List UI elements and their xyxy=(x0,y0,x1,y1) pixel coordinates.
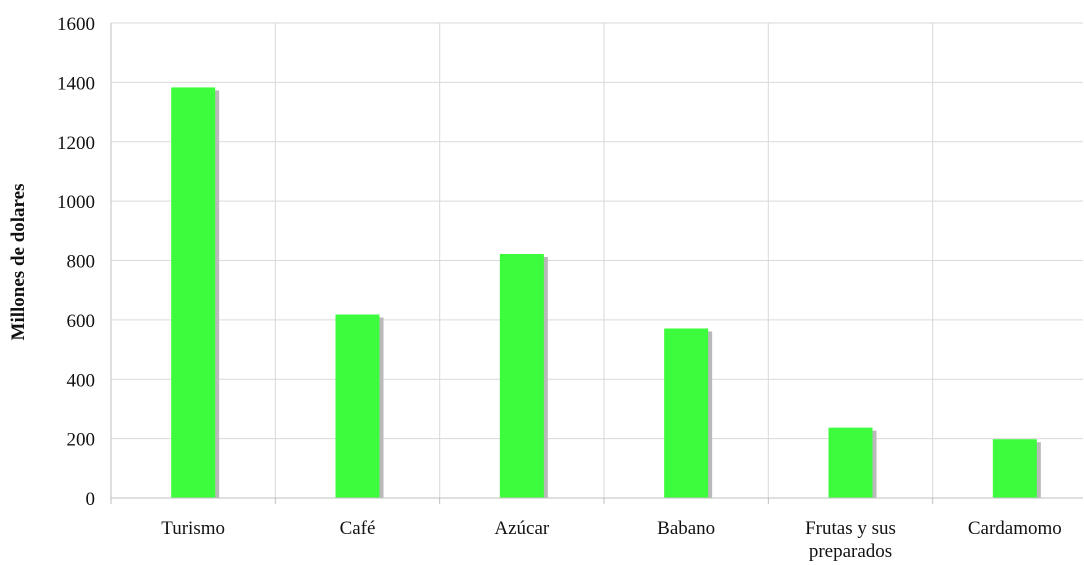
y-tick-label: 1000 xyxy=(57,192,95,213)
y-tick-label: 1600 xyxy=(57,14,95,35)
x-tick-label: Café xyxy=(340,518,376,539)
y-tick-label: 800 xyxy=(67,252,96,273)
y-tick-label: 1200 xyxy=(57,133,95,154)
x-tick-label: Azúcar xyxy=(494,518,550,539)
x-tick-label: Babano xyxy=(657,518,715,539)
y-axis-ticks: 0 200 400 600 800 1000 1200 1400 1600 xyxy=(57,14,95,510)
x-tick-label: Frutas y sus xyxy=(805,518,896,539)
x-axis-labels: Turismo Café Azúcar Babano Frutas y susprepa… xyxy=(161,518,1061,562)
bar xyxy=(664,328,709,498)
bar xyxy=(828,427,873,498)
axes xyxy=(110,23,1083,504)
x-tick-label: preparados xyxy=(809,541,892,562)
x-tick-label: Turismo xyxy=(161,518,225,539)
y-tick-label: 0 xyxy=(86,489,96,510)
bar xyxy=(499,253,544,498)
y-tick-label: 400 xyxy=(67,370,96,391)
grid-lines xyxy=(111,22,1083,498)
y-axis-title: Millones de dolares xyxy=(8,184,29,341)
x-tick-label: Cardamomo xyxy=(968,518,1062,539)
y-tick-label: 1400 xyxy=(57,73,95,94)
y-tick-label: 200 xyxy=(67,430,96,451)
bar xyxy=(335,314,380,498)
bar xyxy=(992,439,1037,498)
bars xyxy=(171,87,1041,498)
bar xyxy=(171,87,216,498)
y-tick-label: 600 xyxy=(67,311,96,332)
